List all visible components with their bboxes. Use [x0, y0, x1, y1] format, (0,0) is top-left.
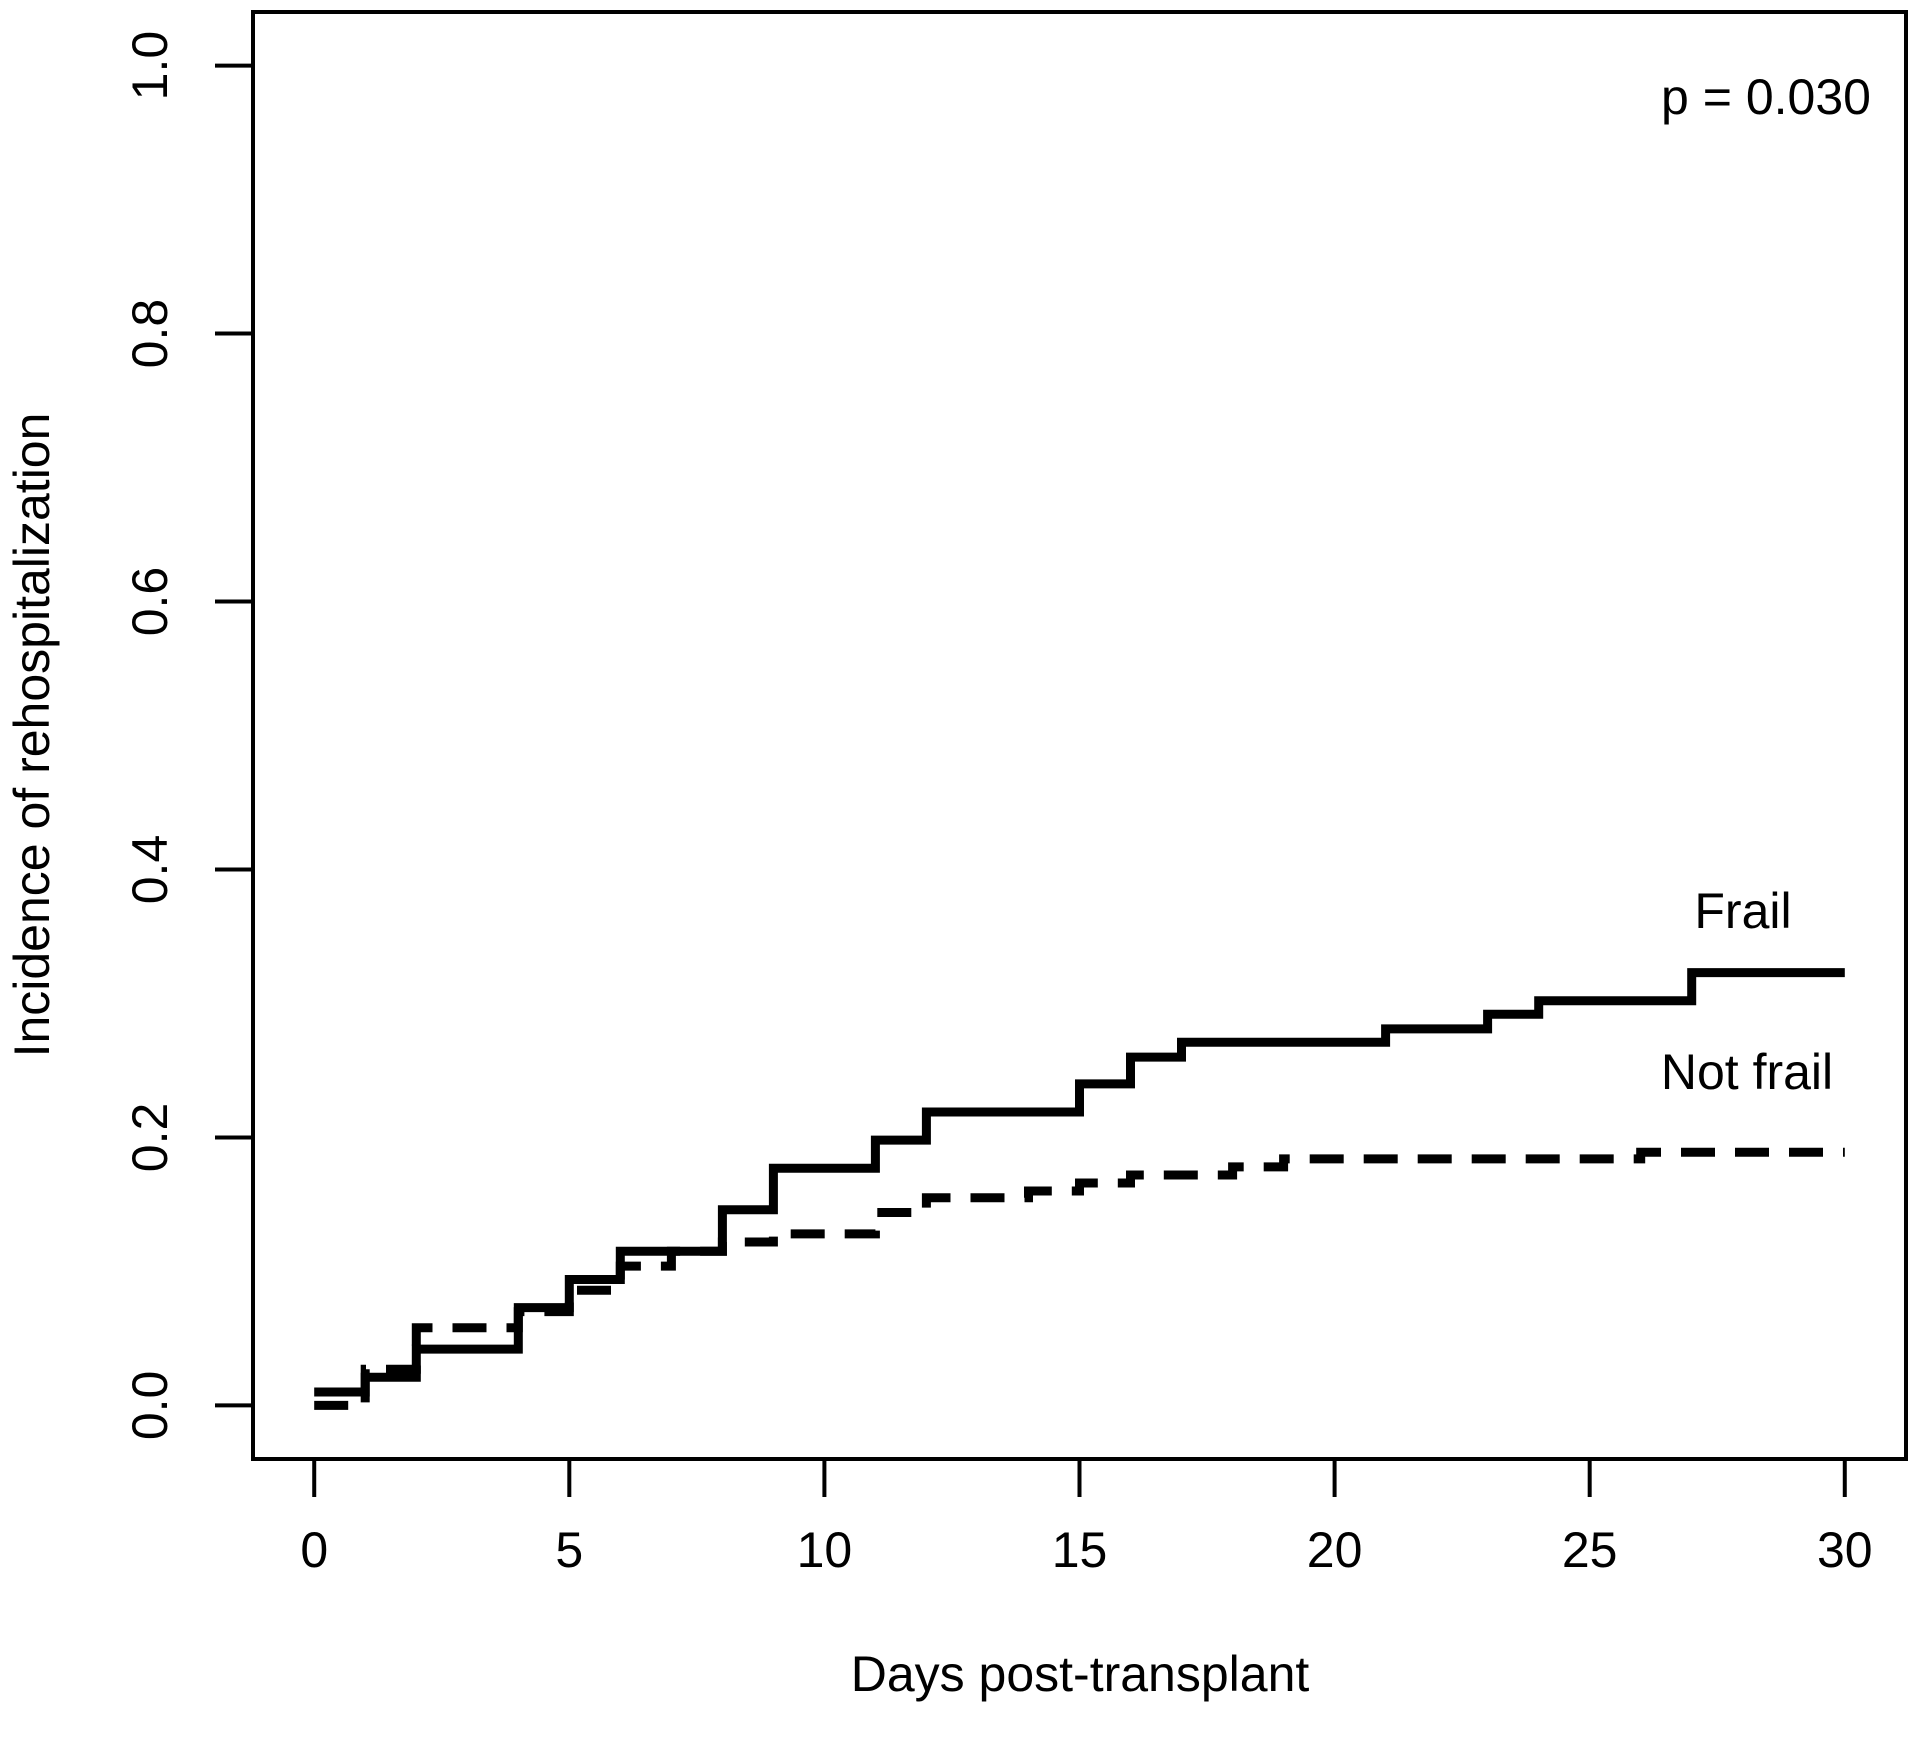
p-value-annotation: p = 0.030 — [1661, 69, 1871, 125]
x-axis-tick-label: 25 — [1562, 1522, 1618, 1578]
x-axis-tick-label: 30 — [1817, 1522, 1873, 1578]
series-label-frail: Frail — [1694, 883, 1792, 939]
y-axis-tick-label: 0.6 — [122, 567, 178, 637]
y-axis-tick-label: 1.0 — [122, 31, 178, 101]
x-axis-tick-label: 5 — [555, 1522, 583, 1578]
frail-curve — [314, 968, 1845, 1397]
y-axis-tick-label: 0.4 — [122, 835, 178, 905]
y-axis-tick-label: 0.0 — [122, 1371, 178, 1441]
y-axis-tick-label: 0.8 — [122, 299, 178, 369]
plot-border — [251, 10, 1908, 1461]
x-axis-title: Days post-transplant — [850, 1646, 1310, 1702]
not-frail-curve — [314, 1147, 1845, 1410]
x-axis-tick-label: 20 — [1307, 1522, 1363, 1578]
series-label-not-frail: Not frail — [1660, 1044, 1834, 1100]
y-axis-title: Incidence of rehospitalization — [4, 412, 60, 1058]
x-axis-tick-label: 0 — [300, 1522, 328, 1578]
x-axis-tick-label: 15 — [1052, 1522, 1108, 1578]
y-axis-tick-label: 0.2 — [122, 1103, 178, 1173]
x-axis-tick-label: 10 — [797, 1522, 853, 1578]
